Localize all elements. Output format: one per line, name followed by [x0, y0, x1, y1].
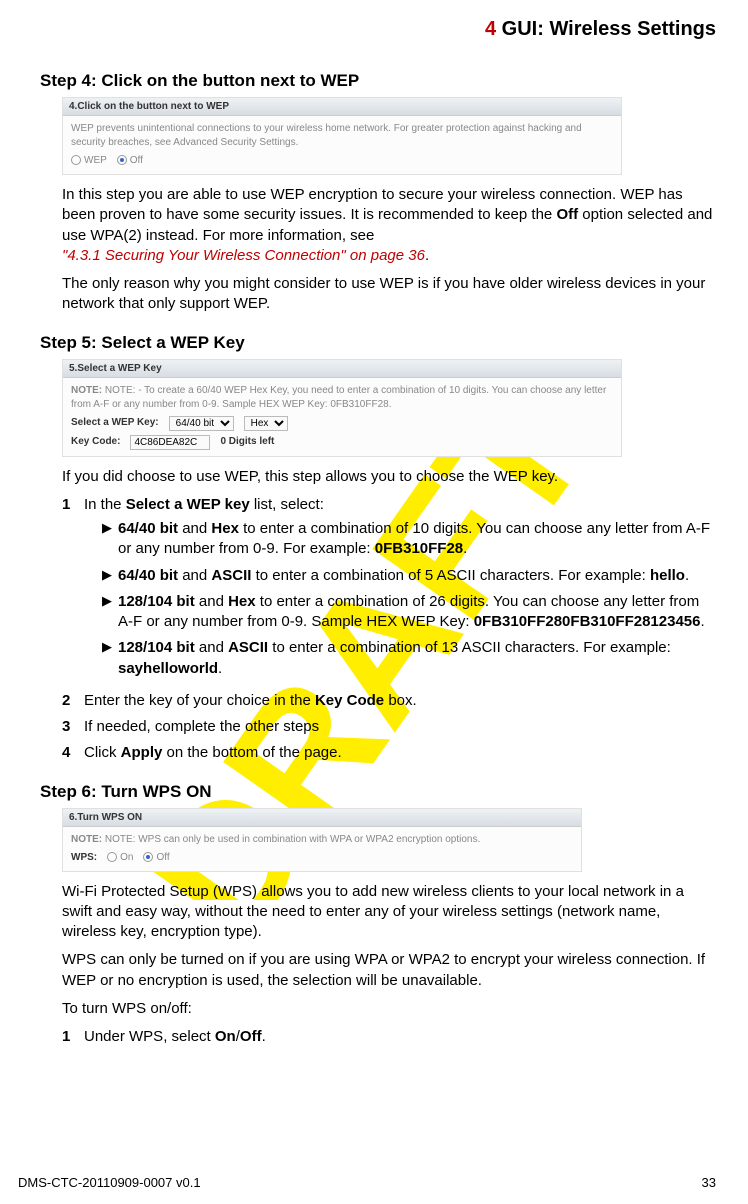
bullet-icon: ▶ — [102, 638, 118, 679]
ss5-digits-left: 0 Digits left — [220, 435, 274, 449]
step6-screenshot: 6.Turn WPS ON NOTE: NOTE: WPS can only b… — [62, 808, 582, 872]
step5-intro: If you did choose to use WEP, this step … — [62, 467, 716, 487]
step5-screenshot: 5.Select a WEP Key NOTE: NOTE: - To crea… — [62, 359, 622, 457]
ss4-wep-radio: WEP — [71, 154, 107, 168]
ss5-select-label: Select a WEP Key: — [71, 416, 159, 430]
step6-para3: To turn WPS on/off: — [62, 999, 716, 1019]
step6-heading: Step 6: Turn WPS ON — [40, 782, 716, 802]
bullet-icon: ▶ — [102, 592, 118, 633]
step5-bullet2: ▶ 64/40 bit and ASCII to enter a combina… — [102, 566, 716, 586]
step5-li1: 1 In the Select a WEP key list, select: … — [62, 495, 716, 685]
ss6-note: NOTE: NOTE: WPS can only be used in comb… — [71, 833, 573, 847]
bullet-icon: ▶ — [102, 519, 118, 560]
step4-para1: In this step you are able to use WEP enc… — [62, 185, 716, 266]
step5-li3: 3 If needed, complete the other steps — [62, 717, 716, 737]
step5-li2: 2 Enter the key of your choice in the Ke… — [62, 691, 716, 711]
ss5-keycode-input — [130, 435, 210, 450]
ss4-titlebar: 4.Click on the button next to WEP — [63, 98, 621, 116]
ss4-note: WEP prevents unintentional connections t… — [71, 122, 613, 150]
doc-id: DMS-CTC-20110909-0007 v0.1 — [18, 1175, 201, 1190]
step5-heading: Step 5: Select a WEP Key — [40, 333, 716, 353]
step5-bullet4: ▶ 128/104 bit and ASCII to enter a combi… — [102, 638, 716, 679]
chapter-number: 4 — [485, 18, 496, 40]
ss6-on-radio: On — [107, 851, 133, 865]
ss5-titlebar: 5.Select a WEP Key — [63, 360, 621, 378]
step5-bullet1: ▶ 64/40 bit and Hex to enter a combinati… — [102, 519, 716, 560]
ss5-bits-select: 64/40 bit — [169, 416, 234, 431]
page-header: 4 GUI: Wireless Settings — [40, 18, 716, 41]
ss6-wps-label: WPS: — [71, 851, 97, 865]
step4-para2: The only reason why you might consider t… — [62, 274, 716, 315]
ss6-off-radio: Off — [143, 851, 169, 865]
bullet-icon: ▶ — [102, 566, 118, 586]
chapter-title: GUI: Wireless Settings — [496, 18, 716, 40]
step4-heading: Step 4: Click on the button next to WEP — [40, 71, 716, 91]
step6-para2: WPS can only be turned on if you are usi… — [62, 950, 716, 991]
ss5-keycode-label: Key Code: — [71, 435, 120, 449]
page-number: 33 — [702, 1175, 716, 1190]
ss5-type-select: Hex — [244, 416, 288, 431]
step4-screenshot: 4.Click on the button next to WEP WEP pr… — [62, 97, 622, 175]
ss6-titlebar: 6.Turn WPS ON — [63, 809, 581, 827]
ss5-note: NOTE: NOTE: - To create a 60/40 WEP Hex … — [71, 384, 613, 412]
page-footer: DMS-CTC-20110909-0007 v0.1 33 — [18, 1175, 716, 1190]
step5-bullet3: ▶ 128/104 bit and Hex to enter a combina… — [102, 592, 716, 633]
step6-para1: Wi-Fi Protected Setup (WPS) allows you t… — [62, 882, 716, 943]
step6-li1: 1 Under WPS, select On/Off. — [62, 1027, 716, 1047]
step5-li4: 4 Click Apply on the bottom of the page. — [62, 743, 716, 763]
ss4-off-radio: Off — [117, 154, 143, 168]
crossref-link[interactable]: "4.3.1 Securing Your Wireless Connection… — [62, 247, 425, 264]
